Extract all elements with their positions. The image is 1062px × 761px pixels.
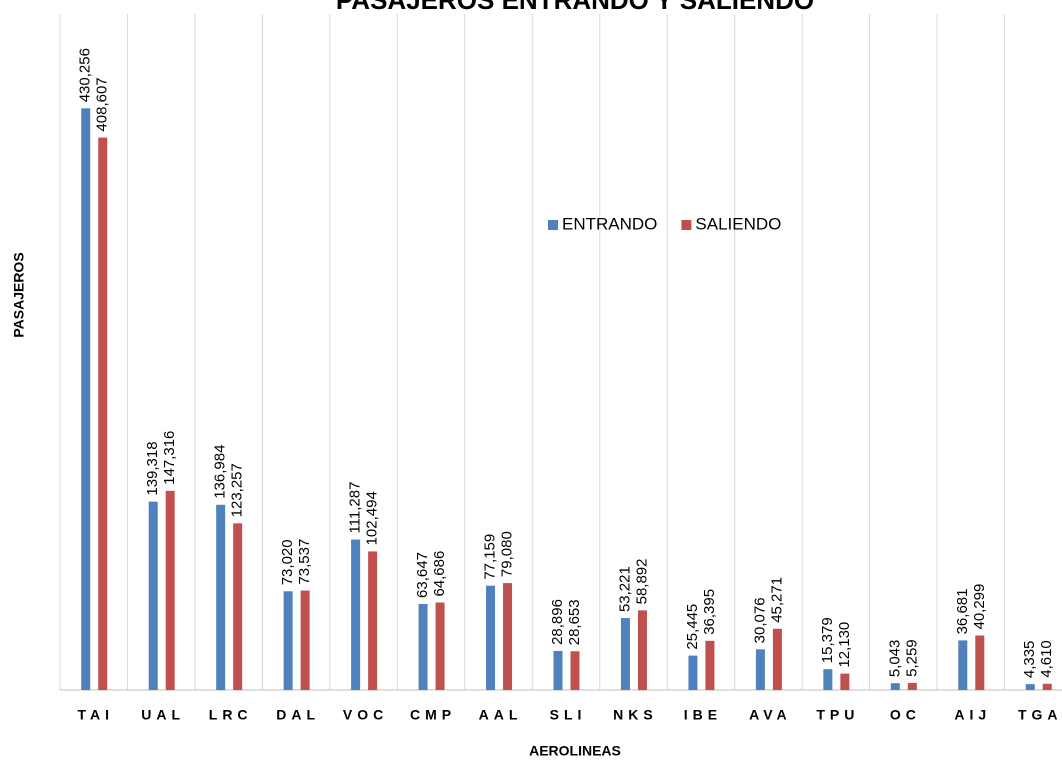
data-label: 12,130 [836, 622, 853, 668]
bar [890, 683, 900, 690]
x-tick-label: AAL [479, 707, 523, 723]
bar [688, 655, 698, 690]
data-label: 5,043 [886, 640, 903, 678]
data-label: 40,299 [971, 584, 988, 630]
x-tick-label: SLI [550, 707, 587, 723]
legend-swatch [681, 220, 692, 230]
x-tick-label: TAI [77, 707, 114, 723]
bar [755, 649, 765, 690]
legend-label: ENTRANDO [562, 214, 657, 233]
data-label: 63,647 [414, 552, 431, 598]
bar [418, 603, 428, 690]
x-tick-label: NKS [613, 707, 658, 723]
x-tick-label: OC [890, 707, 921, 723]
bar [907, 682, 917, 690]
bar [772, 628, 782, 690]
bar [620, 618, 630, 690]
bar [705, 640, 715, 690]
data-label: 36,395 [701, 589, 718, 635]
data-label: 73,020 [279, 539, 296, 585]
data-label: 30,076 [751, 597, 768, 643]
bar [300, 590, 310, 690]
bar [351, 539, 361, 690]
x-tick-label: UAL [141, 707, 185, 723]
bar [165, 490, 175, 690]
data-label: 5,259 [903, 639, 920, 677]
data-label: 28,896 [549, 599, 566, 645]
data-label: 123,257 [229, 463, 246, 517]
bar [1042, 683, 1052, 690]
x-tick-label: IBE [684, 707, 722, 723]
bar [81, 108, 91, 690]
bar [637, 610, 647, 690]
bar [148, 501, 158, 690]
x-tick-label: CMP [410, 707, 456, 723]
bar [435, 602, 445, 690]
data-label: 73,537 [296, 539, 313, 585]
legend-swatch [548, 220, 558, 230]
data-label: 58,892 [633, 558, 650, 604]
data-label: 28,653 [566, 599, 583, 645]
data-label: 45,271 [768, 577, 785, 623]
data-label: 53,221 [616, 566, 633, 612]
bar [570, 651, 580, 690]
data-label: 136,984 [212, 445, 229, 499]
x-tick-label: AVA [749, 707, 791, 723]
bar [216, 504, 226, 690]
data-label: 77,159 [482, 534, 499, 580]
data-label: 64,686 [431, 551, 448, 597]
x-axis-title: AEROLINEAS [529, 743, 621, 759]
y-axis-title: PASAJEROS [11, 252, 27, 337]
bar [283, 591, 293, 690]
bar [840, 673, 850, 690]
bar [368, 551, 378, 690]
x-tick-label: TGA [1018, 707, 1062, 723]
x-tick-label: TPU [816, 707, 859, 723]
data-label: 430,256 [77, 48, 94, 102]
data-label: 15,379 [819, 617, 836, 663]
data-label: 36,681 [954, 589, 971, 635]
x-tick-label: LRC [209, 707, 253, 723]
bar [958, 640, 968, 690]
bar [975, 635, 985, 690]
bar [553, 650, 563, 690]
bar [1025, 684, 1035, 690]
bar [233, 523, 243, 690]
data-label: 79,080 [499, 531, 516, 577]
bar [503, 583, 513, 690]
bar [98, 137, 108, 690]
data-label: 147,316 [161, 431, 178, 485]
data-label: 4,335 [1021, 641, 1038, 679]
bar [823, 669, 833, 690]
data-label: 4,610 [1038, 640, 1055, 678]
data-label: 111,287 [347, 482, 364, 534]
x-tick-label: VOC [343, 707, 388, 723]
data-label: 139,318 [144, 441, 161, 495]
data-label: 408,607 [94, 77, 111, 131]
chart-title: PASAJEROS ENTRANDO Y SALIENDO [336, 0, 814, 15]
bar [486, 585, 496, 690]
x-tick-label: DAL [276, 707, 320, 723]
data-label: 25,445 [684, 604, 701, 650]
data-label: 102,494 [364, 491, 381, 545]
legend-label: SALIENDO [695, 214, 781, 233]
x-tick-label: AIJ [954, 707, 991, 723]
